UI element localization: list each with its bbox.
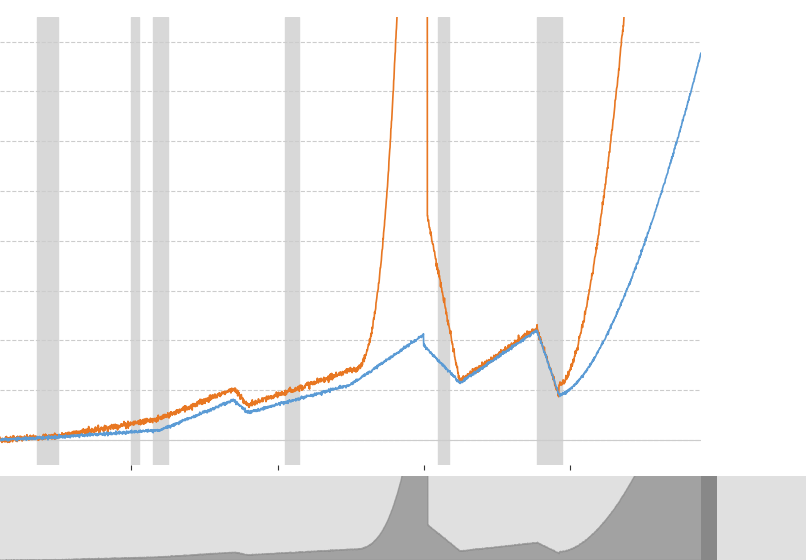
- Bar: [438, 17, 449, 465]
- Bar: [36, 17, 58, 465]
- Bar: [131, 17, 139, 465]
- Bar: [537, 17, 563, 465]
- Bar: [285, 17, 300, 465]
- Bar: [153, 17, 168, 465]
